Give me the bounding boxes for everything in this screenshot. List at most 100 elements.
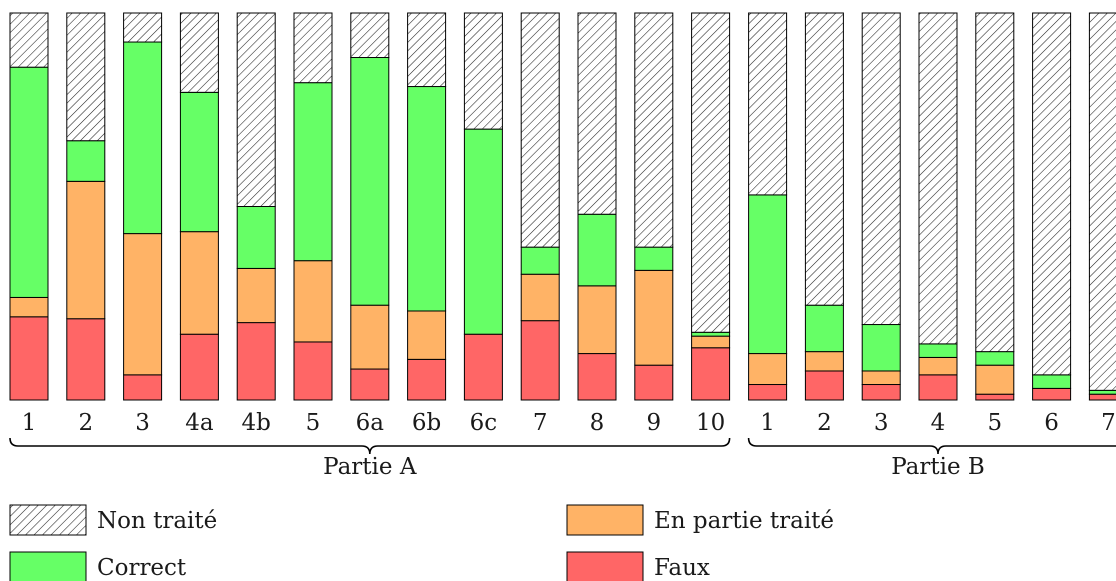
bar-segment-non-trait- [350, 12, 390, 59]
bar-segment-correct [407, 86, 447, 312]
legend-swatch [566, 551, 644, 581]
tick-label: 4 [931, 410, 946, 436]
group-brace [747, 437, 1116, 455]
bar-segment-correct [691, 331, 731, 337]
bar-segment-faux [861, 384, 901, 401]
tick-label: 8 [590, 410, 605, 436]
bar-segment-correct [975, 351, 1015, 366]
legend-swatch [9, 504, 87, 536]
bar-segment-faux [236, 322, 276, 401]
tick-label: 1 [22, 410, 37, 436]
tick-label: 1 [760, 410, 775, 436]
tick-labels: 1 2 3 4a 4b 5 6a 6b 6c 7 8 9 10 1 2 3 4 5 6 7 [22, 410, 1116, 436]
bar-segment-correct [804, 304, 844, 353]
bar-segment-non-trait- [691, 12, 731, 333]
bar-segment-non-trait- [66, 12, 106, 142]
bar-segment-en-partie-trait- [520, 273, 560, 322]
legend-swatch [9, 551, 87, 581]
bar-segment-faux [1088, 393, 1116, 401]
bar-segment-non-trait- [123, 12, 163, 43]
bar-segment-non-trait- [748, 12, 788, 196]
bar-segment-non-trait- [861, 12, 901, 326]
bar-segment-en-partie-trait- [407, 310, 447, 360]
bar-segment-non-trait- [804, 12, 844, 306]
bar-segment-correct [179, 91, 219, 233]
bar-segment-en-partie-trait- [236, 267, 276, 324]
bar-segment-en-partie-trait- [66, 180, 106, 320]
bar-segment-non-trait- [236, 12, 276, 207]
bar-segment-faux [748, 384, 788, 401]
bar-segment-faux [9, 316, 49, 401]
bar-segment-faux [407, 358, 447, 401]
bar-segment-en-partie-trait- [577, 285, 617, 355]
bar-segment-correct [123, 41, 163, 235]
bar-segment-faux [520, 320, 560, 401]
tick-label: 7 [533, 410, 548, 436]
legend-label: Correct [97, 555, 187, 581]
bar-segment-non-trait- [1088, 12, 1116, 391]
tick-label: 6c [470, 410, 498, 436]
bar-segment-en-partie-trait- [861, 370, 901, 386]
legend: Non traité En partie traité Correct Faux [9, 504, 834, 581]
bars-layer [9, 12, 1116, 401]
bar-segment-faux [179, 333, 219, 401]
group-label: Partie A [323, 454, 417, 480]
legend-label: Faux [654, 555, 710, 581]
bar-segment-correct [236, 206, 276, 269]
tick-label: 6b [412, 410, 441, 436]
bar-segment-faux [975, 393, 1015, 401]
bar-segment-en-partie-trait- [918, 356, 958, 376]
tick-label: 7 [1101, 410, 1116, 436]
bar-segment-non-trait- [634, 12, 674, 248]
bar-segment-correct [350, 57, 390, 306]
tick-label: 4a [185, 410, 214, 436]
bar-segment-faux [804, 370, 844, 401]
bar-segment-faux [1032, 387, 1072, 401]
legend-label: Non traité [97, 508, 217, 534]
legend-label: En partie traité [654, 508, 834, 534]
group-label: Partie B [891, 454, 985, 480]
bar-segment-faux [577, 353, 617, 401]
bar-segment-faux [350, 368, 390, 401]
bar-segment-faux [634, 364, 674, 401]
bar-segment-en-partie-trait- [804, 351, 844, 372]
bar-segment-non-trait- [9, 12, 49, 68]
group-braces: Partie A Partie B [9, 437, 1116, 480]
bar-segment-correct [9, 66, 49, 298]
bar-segment-correct [634, 246, 674, 271]
bar-segment-en-partie-trait- [691, 335, 731, 349]
bar-segment-en-partie-trait- [123, 233, 163, 376]
bar-segment-correct [1088, 389, 1116, 395]
bar-segment-correct [463, 128, 503, 335]
bar-segment-correct [520, 246, 560, 275]
group-brace [9, 437, 731, 455]
tick-label: 4b [242, 410, 271, 436]
tick-label: 6 [1044, 410, 1059, 436]
bar-segment-correct [293, 82, 333, 262]
bar-segment-en-partie-trait- [293, 260, 333, 343]
bar-segment-en-partie-trait- [748, 353, 788, 386]
bar-segment-correct [918, 343, 958, 358]
bar-segment-correct [1032, 374, 1072, 389]
bar-segment-en-partie-trait- [179, 231, 219, 335]
bar-segment-non-trait- [975, 12, 1015, 353]
bar-segment-non-trait- [520, 12, 560, 248]
tick-label: 3 [874, 410, 889, 436]
bar-segment-faux [293, 341, 333, 401]
bar-segment-en-partie-trait- [9, 296, 49, 318]
bar-segment-non-trait- [407, 12, 447, 88]
tick-label: 6a [356, 410, 385, 436]
bar-segment-non-trait- [918, 12, 958, 345]
tick-label: 9 [646, 410, 661, 436]
bar-segment-non-trait- [179, 12, 219, 93]
bar-segment-faux [463, 333, 503, 401]
tick-label: 10 [696, 410, 725, 436]
bar-segment-correct [577, 213, 617, 287]
bar-segment-correct [66, 140, 106, 182]
bar-segment-en-partie-trait- [634, 269, 674, 366]
bar-segment-correct [748, 194, 788, 355]
bar-segment-faux [66, 318, 106, 401]
bar-segment-non-trait- [463, 12, 503, 130]
bar-segment-non-trait- [293, 12, 333, 84]
tick-label: 5 [987, 410, 1002, 436]
